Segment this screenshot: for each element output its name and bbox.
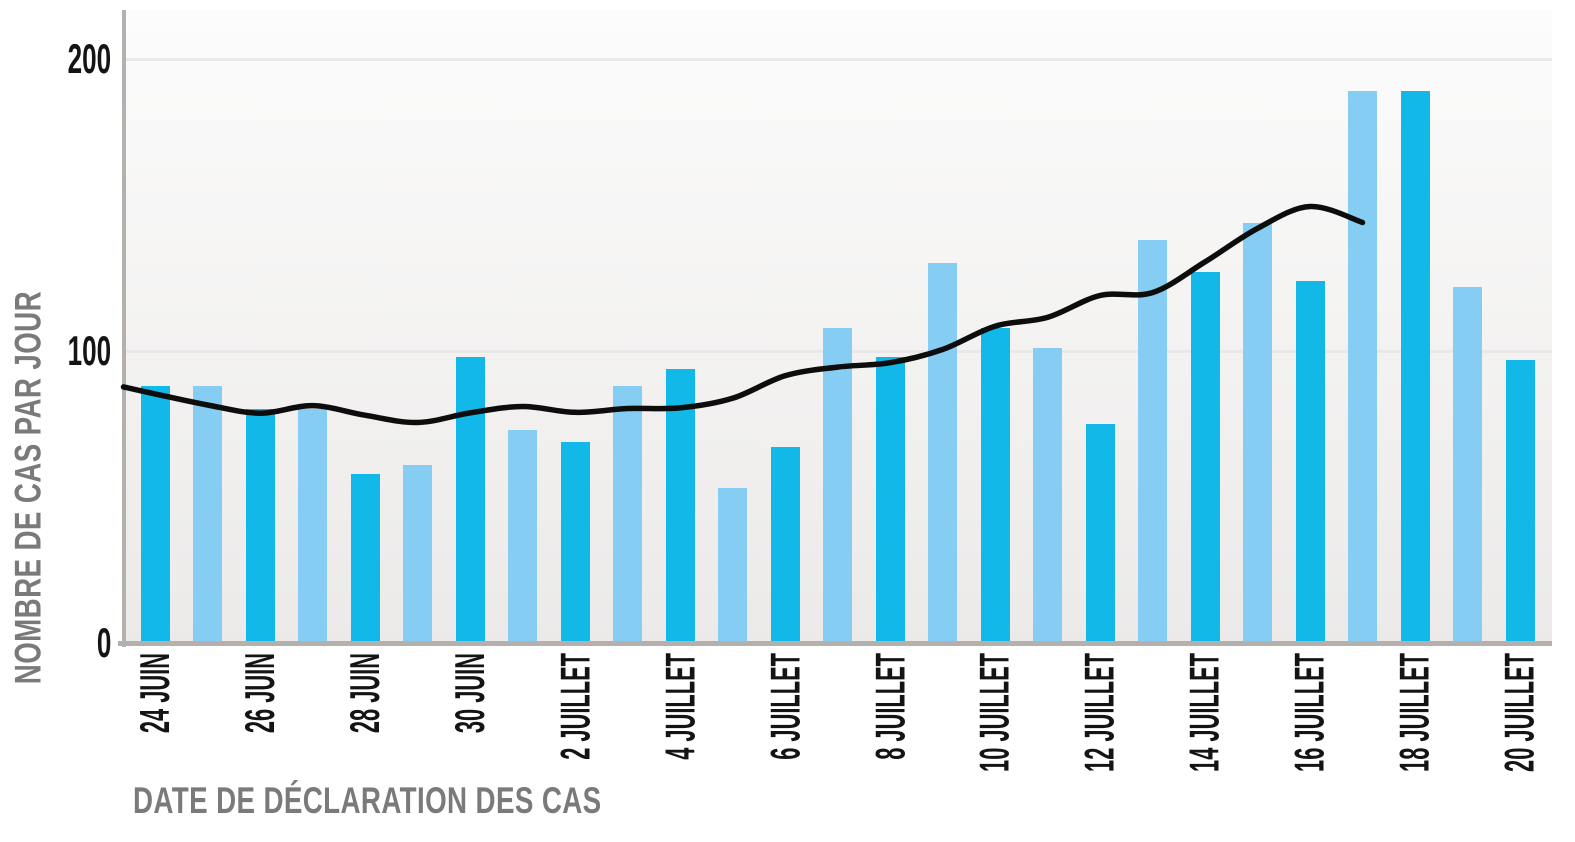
bar	[875, 356, 905, 643]
x-tick-label: 2 JUILLET	[551, 653, 598, 760]
bar	[1138, 240, 1167, 643]
bar	[1505, 359, 1535, 643]
bar	[1190, 272, 1220, 643]
bar	[613, 386, 642, 643]
y-tick-label: 0	[96, 619, 111, 666]
y-tick-label: 200	[67, 35, 111, 82]
bar	[1085, 424, 1115, 643]
bar	[1453, 286, 1482, 643]
bar	[770, 447, 800, 643]
bar	[455, 356, 485, 643]
x-tick-label: 14 JUILLET	[1181, 653, 1228, 772]
bar	[245, 409, 275, 643]
bar	[980, 327, 1010, 643]
bar	[403, 464, 432, 643]
x-tick-label: 26 JUIN	[236, 653, 283, 734]
x-tick-label: 8 JUILLET	[866, 653, 913, 760]
bar	[140, 386, 170, 643]
bar	[1033, 348, 1062, 643]
x-tick-label: 12 JUILLET	[1076, 653, 1123, 772]
bar	[718, 488, 747, 643]
x-tick-label: 20 JUILLET	[1496, 653, 1543, 772]
x-tick-label: 16 JUILLET	[1286, 653, 1333, 772]
y-axis-line	[122, 10, 126, 647]
y-axis-title: NOMBRE DE CAS PAR JOUR	[7, 291, 48, 685]
x-axis-line	[118, 641, 1552, 646]
x-tick-label: 6 JUILLET	[761, 653, 808, 760]
trend-line	[120, 203, 1366, 426]
x-tick-label: 28 JUIN	[341, 653, 388, 734]
x-tick-label: 10 JUILLET	[971, 653, 1018, 772]
x-tick-label: 24 JUIN	[131, 653, 178, 734]
y-tick-label: 100	[67, 327, 111, 374]
bar	[823, 327, 852, 643]
bar	[350, 473, 380, 643]
bar	[508, 429, 537, 643]
x-tick-label: 18 JUILLET	[1391, 653, 1438, 772]
grid-line	[126, 57, 1552, 61]
bar	[1400, 91, 1430, 643]
bar	[928, 263, 957, 643]
bar	[560, 441, 590, 643]
bar	[193, 386, 222, 643]
bar	[298, 409, 327, 643]
x-axis-title: DATE DE DÉCLARATION DES CAS	[133, 780, 602, 821]
bar	[665, 368, 695, 643]
x-tick-label: 30 JUIN	[446, 653, 493, 734]
x-tick-label: 4 JUILLET	[656, 653, 703, 760]
bar	[1295, 280, 1325, 643]
bar	[1348, 91, 1377, 643]
bar	[1243, 222, 1272, 643]
